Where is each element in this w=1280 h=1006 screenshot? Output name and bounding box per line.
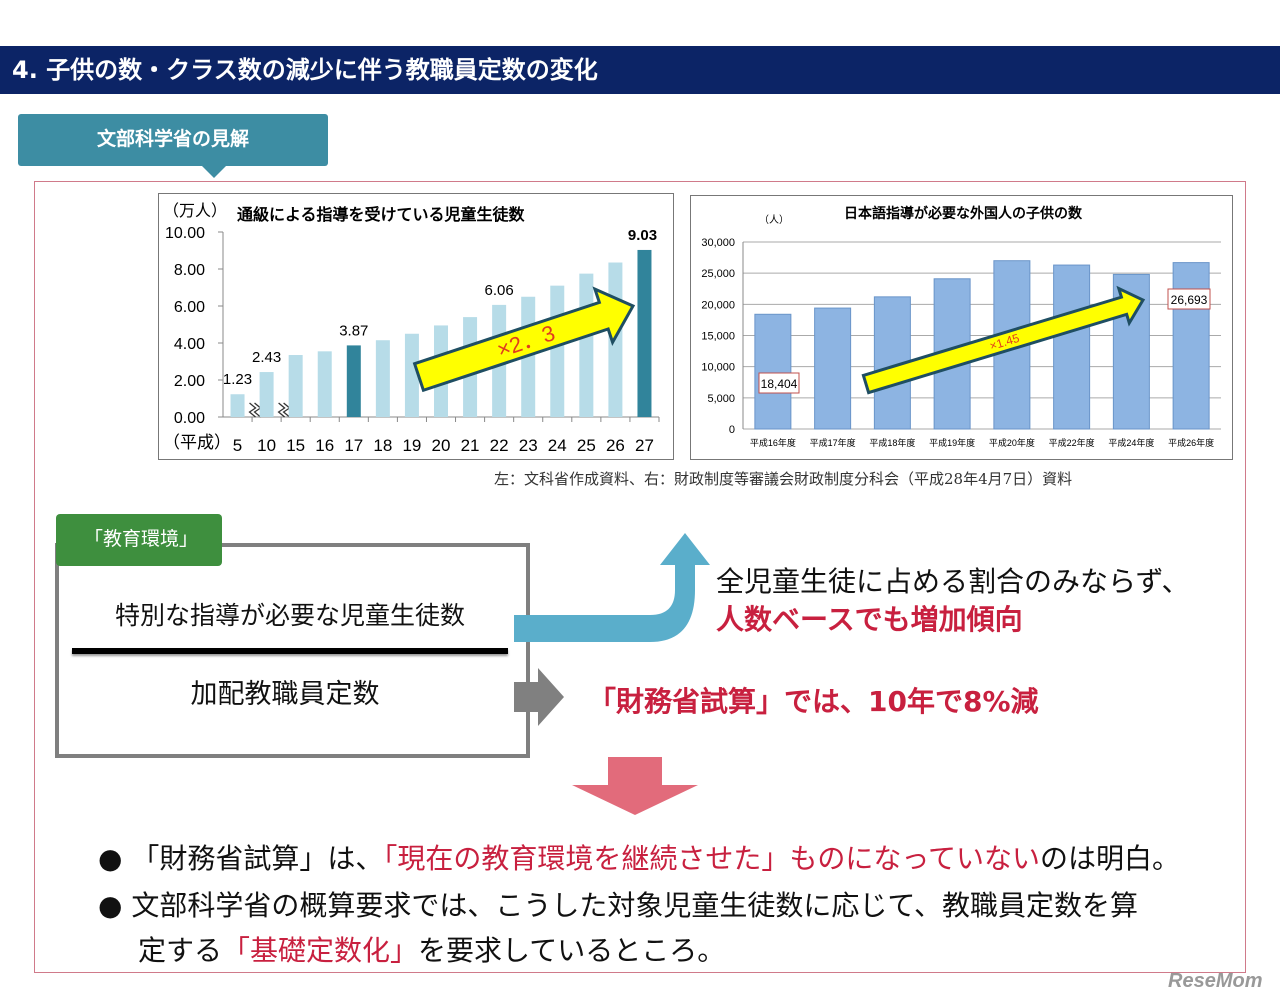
denominator-text: 加配教職員定数 — [190, 679, 380, 710]
x-tick-label: 平成22年度 — [1049, 437, 1095, 448]
bar — [1053, 264, 1091, 430]
x-tick-label: 17 — [344, 436, 363, 455]
y-unit: （人） — [759, 214, 789, 226]
x-tick-label: 23 — [519, 436, 538, 455]
slide-title: 4. 子供の数・クラス数の減少に伴う教職員定数の変化 — [0, 46, 1280, 94]
fraction-bar — [72, 648, 508, 654]
increase-emphasis: 人数ベースでも増加傾向 — [716, 603, 1023, 636]
bar — [288, 355, 303, 417]
data-label-box — [1167, 288, 1211, 310]
data-label: 26,693 — [1171, 293, 1208, 307]
y-tick-label: 25,000 — [701, 268, 735, 280]
arrows — [514, 533, 710, 726]
gray-right-arrow-icon — [514, 668, 564, 726]
trend-arrow-icon — [861, 285, 1146, 395]
bar — [317, 351, 332, 417]
y-tick-label: 0 — [729, 424, 735, 436]
x-tick-label: 25 — [577, 436, 596, 455]
x-tick-label: 19 — [402, 436, 421, 455]
y-tick-label: 8.00 — [174, 262, 205, 279]
y-tick-label: 10,000 — [701, 362, 735, 374]
data-label: 2.43 — [252, 349, 281, 366]
education-environment-tag: 「教育環境」 — [56, 514, 222, 566]
content-frame — [34, 181, 1246, 973]
down-arrow-icon — [572, 757, 698, 815]
bar — [550, 285, 565, 417]
y-tick-label: 20,000 — [701, 299, 735, 311]
bullet-2-cont: 定する「基礎定数化」を要求しているところ。 — [138, 934, 726, 967]
blue-up-arrow-icon — [514, 533, 710, 642]
x-tick-label: 20 — [432, 436, 451, 455]
chart-title: 日本語指導が必要な外国人の子供の数 — [844, 205, 1083, 221]
y-tick-label: 4.00 — [174, 336, 205, 353]
data-label-box — [758, 372, 800, 394]
x-tick-label: 16 — [315, 436, 334, 455]
mof-estimate-note: 「財務省試算」では、10年で8%減 — [588, 685, 1039, 718]
y-tick-label: 0.00 — [174, 410, 205, 427]
bar — [579, 273, 594, 417]
bar — [404, 333, 419, 417]
increase-note: 全児童生徒に占める割合のみならず、 — [716, 565, 1190, 598]
y-tick-label: 2.00 — [174, 373, 205, 390]
axis-break-icon — [248, 402, 262, 418]
chart-left: （万人） 通級による指導を受けている児童生徒数 0.00 2.00 4.00 6.00 8.… — [158, 193, 674, 460]
x-tick-label: 5 — [233, 436, 242, 455]
x-unit: （平成） — [163, 433, 231, 452]
axis-break-icon — [277, 402, 291, 418]
x-tick-label: 21 — [461, 436, 480, 455]
x-tick-label: 平成18年度 — [869, 437, 915, 448]
logo: ReseMom — [1168, 970, 1263, 992]
bullet-1: ● 「財務省試算」は、「現在の教育環境を継続させた」ものになっていないのは明白。 — [98, 842, 1180, 875]
chart-right: （人） 日本語指導が必要な外国人の子供の数 0 5,000 10,000 15,000 20… — [690, 195, 1233, 460]
y-tick-label: 30,000 — [701, 237, 735, 249]
section-tag: 文部科学省の見解 — [18, 114, 328, 166]
bar — [375, 340, 390, 417]
bar — [814, 307, 852, 430]
tag-pointer — [202, 166, 226, 178]
x-tick-label: 平成20年度 — [989, 437, 1035, 448]
bar — [346, 345, 361, 417]
x-tick-label: 10 — [257, 436, 276, 455]
x-tick-label: 平成16年度 — [750, 437, 796, 448]
data-label: 1.23 — [223, 371, 252, 388]
y-tick-label: 15,000 — [701, 331, 735, 343]
data-label: 6.06 — [485, 282, 514, 299]
y-unit: （万人） — [163, 202, 227, 220]
chart-title: 通級による指導を受けている児童生徒数 — [237, 205, 526, 224]
bar — [1172, 262, 1210, 430]
y-tick-label: 6.00 — [174, 299, 205, 316]
bullet-2: ● 文部科学省の概算要求では、こうした対象児童生徒数に応じて、教職員定数を算 — [98, 889, 1138, 922]
data-label: 18,404 — [761, 377, 798, 391]
data-label: 9.03 — [628, 227, 657, 244]
bar — [259, 372, 274, 417]
data-label: 3.87 — [339, 322, 368, 339]
x-tick-label: 18 — [373, 436, 392, 455]
x-tick-label: 22 — [490, 436, 509, 455]
x-tick-label: 平成17年度 — [810, 437, 856, 448]
bar — [230, 394, 245, 417]
x-tick-label: 平成19年度 — [929, 437, 975, 448]
y-tick-label: 5,000 — [707, 393, 735, 405]
x-tick-label: 平成24年度 — [1108, 437, 1154, 448]
x-tick-label: 15 — [286, 436, 305, 455]
x-tick-label: 24 — [548, 436, 567, 455]
numerator-text: 特別な指導が必要な児童生徒数 — [114, 601, 465, 630]
source-note: 左：文科省作成資料、右：財政制度等審議会財政制度分科会（平成28年4月7日）資料 — [494, 470, 1073, 488]
bar — [637, 249, 652, 417]
bar — [754, 313, 792, 430]
x-tick-label: 27 — [635, 436, 654, 455]
trend-arrow-icon — [412, 286, 636, 393]
x-tick-label: 26 — [606, 436, 625, 455]
x-tick-label: 平成26年度 — [1168, 437, 1214, 448]
y-tick-label: 10.00 — [165, 225, 205, 242]
